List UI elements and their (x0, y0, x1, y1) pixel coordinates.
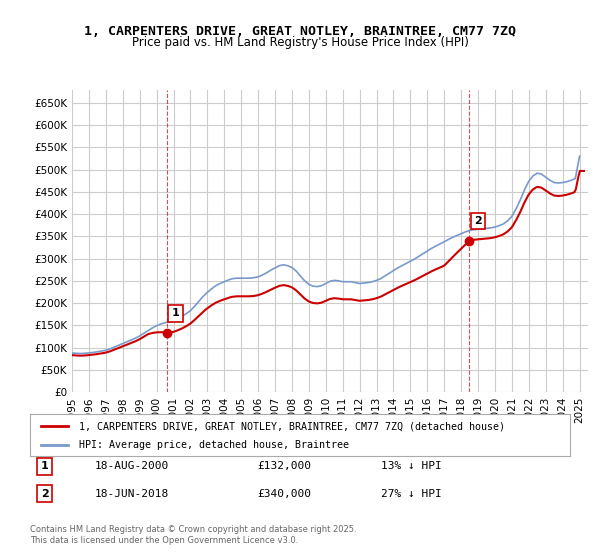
Text: 1, CARPENTERS DRIVE, GREAT NOTLEY, BRAINTREE, CM77 7ZQ (detached house): 1, CARPENTERS DRIVE, GREAT NOTLEY, BRAIN… (79, 421, 505, 431)
Text: Contains HM Land Registry data © Crown copyright and database right 2025.
This d: Contains HM Land Registry data © Crown c… (30, 525, 356, 545)
Text: Price paid vs. HM Land Registry's House Price Index (HPI): Price paid vs. HM Land Registry's House … (131, 36, 469, 49)
Text: 2: 2 (41, 488, 49, 498)
Text: 18-AUG-2000: 18-AUG-2000 (95, 461, 169, 472)
Text: 1: 1 (172, 309, 179, 319)
Text: HPI: Average price, detached house, Braintree: HPI: Average price, detached house, Brai… (79, 440, 349, 450)
Text: 13% ↓ HPI: 13% ↓ HPI (381, 461, 442, 472)
Text: 1, CARPENTERS DRIVE, GREAT NOTLEY, BRAINTREE, CM77 7ZQ: 1, CARPENTERS DRIVE, GREAT NOTLEY, BRAIN… (84, 25, 516, 38)
Text: 18-JUN-2018: 18-JUN-2018 (95, 488, 169, 498)
Text: £340,000: £340,000 (257, 488, 311, 498)
Text: 27% ↓ HPI: 27% ↓ HPI (381, 488, 442, 498)
Text: 2: 2 (474, 216, 482, 226)
Text: £132,000: £132,000 (257, 461, 311, 472)
Text: 1: 1 (41, 461, 49, 472)
